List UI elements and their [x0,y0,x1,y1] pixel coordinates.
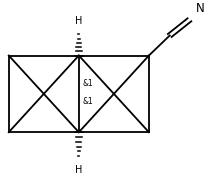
Text: H: H [75,165,83,175]
Text: &1: &1 [82,97,93,106]
Text: &1: &1 [82,79,93,88]
Text: N: N [196,2,205,15]
Text: H: H [75,16,83,26]
